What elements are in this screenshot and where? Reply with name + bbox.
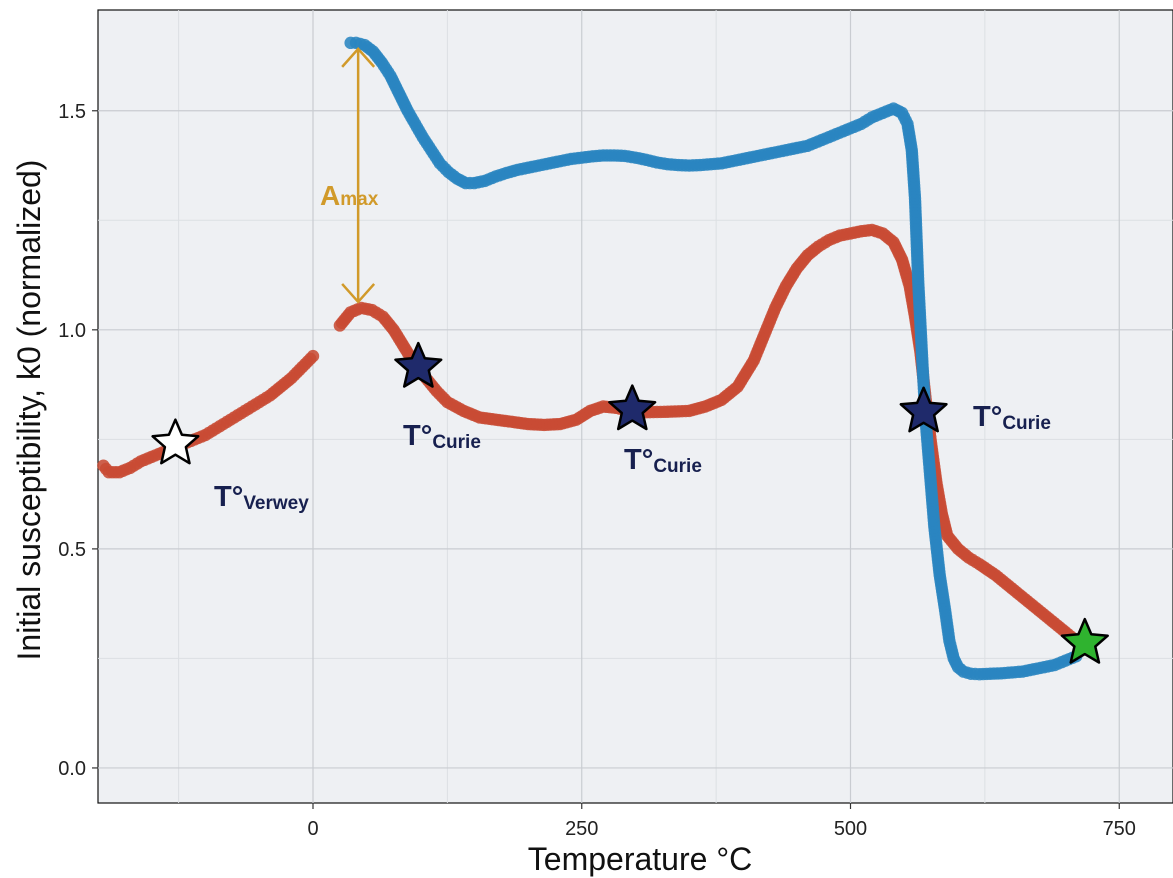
y-tick-label: 1.5: [58, 101, 86, 123]
y-tick-label: 0.5: [58, 539, 86, 561]
curie-label-3-main: T°: [973, 401, 1002, 433]
verwey-star-marker: [151, 418, 200, 465]
data-point: [306, 349, 320, 363]
x-axis-ticks: 0 250 500 750: [307, 803, 1136, 840]
x-tick-label: 500: [834, 818, 867, 840]
verwey-label-main: T°: [214, 481, 243, 513]
amax-label-main: A: [320, 180, 340, 211]
verwey-label-sub: Verwey: [243, 493, 309, 514]
data-point: [344, 36, 357, 50]
curie-label-1: T°Curie: [403, 420, 481, 453]
verwey-label: T°Verwey: [214, 481, 309, 514]
x-tick-label: 0: [307, 818, 318, 840]
curie-label-2-main: T°: [624, 444, 653, 476]
amax-label-sub: max: [340, 189, 378, 210]
y-axis-ticks: 0.0 0.5 1.0 1.5: [58, 101, 98, 780]
y-tick-label: 0.0: [58, 758, 86, 780]
curie2-star-marker: [608, 384, 657, 431]
amax-label: Amax: [320, 180, 379, 211]
data-series: [97, 36, 1083, 681]
y-axis-title: Initial susceptibility, k0 (normalized): [11, 160, 47, 661]
curie3-star-marker: [899, 386, 948, 433]
cooling-series: [344, 36, 1083, 681]
arrow-head-top: [341, 46, 376, 68]
arrow-head-bottom: [341, 283, 376, 304]
end-star-marker: [1060, 617, 1109, 664]
amax-arrow: [341, 46, 376, 304]
x-tick-label: 750: [1103, 818, 1136, 840]
y-tick-label: 1.0: [58, 320, 86, 342]
x-tick-label: 250: [565, 818, 598, 840]
curie-label-2: T°Curie: [624, 444, 702, 477]
grid: [98, 10, 1173, 803]
curie-label-1-main: T°: [403, 420, 432, 452]
transition-markers: [151, 341, 1109, 664]
heating-series: [97, 223, 1083, 648]
curie-label-3: T°Curie: [973, 401, 1051, 434]
curie-label-2-sub: Curie: [653, 456, 702, 477]
curie-label-1-sub: Curie: [432, 432, 481, 453]
curie-label-3-sub: Curie: [1002, 413, 1051, 434]
x-axis-title: Temperature °C: [528, 841, 752, 877]
curie1-star-marker: [394, 341, 443, 388]
